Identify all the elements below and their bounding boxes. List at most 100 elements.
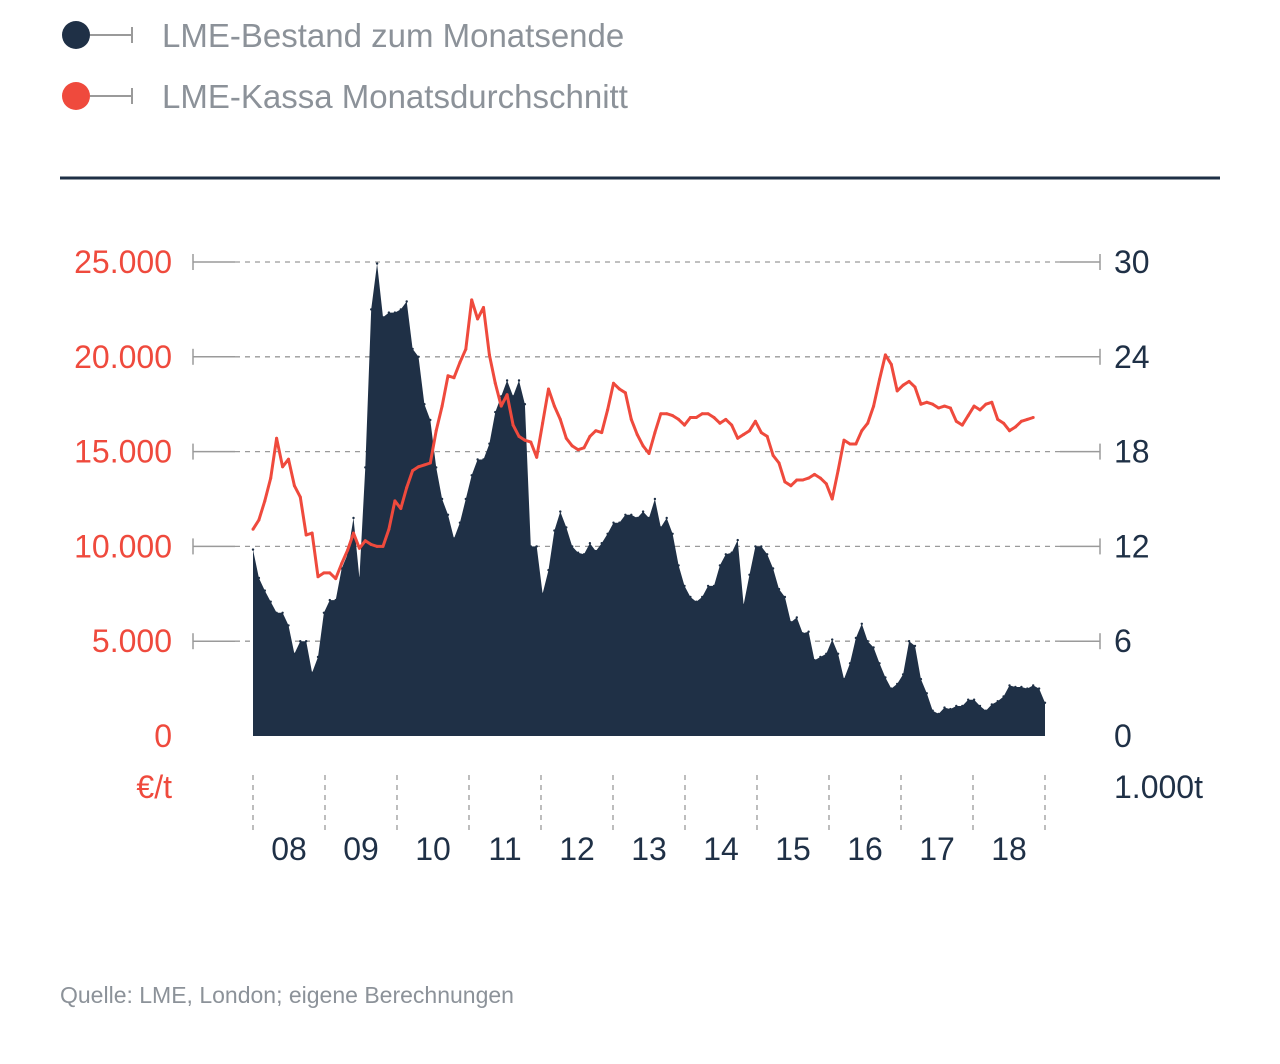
price-point	[677, 417, 681, 421]
stock-point	[919, 677, 923, 681]
stock-point	[582, 553, 586, 556]
price-point	[759, 431, 763, 435]
price-point	[653, 431, 657, 435]
x-tick-label: 16	[847, 831, 883, 867]
price-point	[552, 404, 556, 408]
price-point	[748, 429, 751, 433]
stock-point	[287, 624, 290, 627]
stock-point	[1043, 701, 1047, 704]
source-note: Quelle: LME, London; eigene Berechnungen	[60, 982, 514, 1008]
price-point	[393, 499, 397, 503]
price-point	[576, 448, 580, 452]
stock-point	[854, 636, 858, 640]
price-point	[287, 457, 290, 461]
price-point	[446, 374, 450, 378]
stock-point	[269, 600, 272, 603]
price-point	[848, 442, 852, 446]
stock-point	[446, 513, 450, 516]
price-point	[842, 438, 846, 442]
stock-point	[293, 652, 296, 655]
price-point	[907, 379, 911, 383]
stock-point	[683, 584, 686, 588]
stock-point	[978, 704, 982, 708]
price-point	[783, 480, 787, 484]
stock-point	[440, 497, 444, 501]
x-tick-label: 08	[271, 831, 307, 867]
stock-point	[967, 698, 970, 701]
price-point	[298, 495, 302, 499]
price-point	[340, 562, 344, 565]
stock-point	[464, 497, 467, 501]
price-point	[304, 533, 308, 537]
stock-point	[878, 662, 881, 665]
price-point	[452, 376, 456, 380]
price-point	[357, 546, 361, 550]
stock-point	[606, 532, 609, 535]
x-tick-label: 11	[488, 831, 521, 867]
stock-point	[866, 640, 869, 643]
stock-point	[594, 549, 597, 553]
price-point	[694, 416, 698, 419]
price-point	[310, 531, 314, 535]
stock-point	[429, 418, 432, 422]
price-point	[700, 412, 704, 416]
price-point	[807, 476, 811, 480]
price-point	[588, 434, 592, 438]
left-tick-label: 15.000	[74, 434, 172, 470]
stock-point	[417, 355, 420, 358]
price-point	[706, 412, 710, 416]
x-tick-label: 09	[343, 831, 379, 867]
price-point	[316, 575, 320, 579]
stock-point	[1008, 684, 1011, 687]
price-point	[476, 317, 480, 321]
stock-point	[677, 564, 680, 567]
price-point	[428, 461, 432, 465]
right-tick-label: 0	[1114, 718, 1132, 754]
price-point	[1002, 421, 1006, 425]
x-axis: 08 09 10 11 12 13 14 15 16 17 18	[252, 775, 1046, 867]
stock-point	[760, 545, 763, 548]
price-point	[558, 417, 562, 421]
price-point	[346, 548, 350, 552]
price-point	[352, 531, 355, 535]
stock-point	[842, 677, 846, 681]
price-point	[954, 419, 958, 423]
price-point	[724, 417, 728, 421]
x-tick-label: 17	[919, 831, 955, 867]
stock-point	[505, 379, 509, 382]
price-point	[517, 434, 521, 438]
price-point	[582, 446, 586, 450]
stock-point	[618, 521, 621, 524]
price-point	[1008, 429, 1011, 433]
stock-point	[541, 592, 544, 595]
right-tick-label: 30	[1114, 244, 1150, 280]
price-point	[753, 419, 757, 423]
price-point	[866, 421, 870, 425]
stock-point	[996, 700, 999, 703]
stock-point	[777, 587, 781, 591]
stock-point	[334, 598, 337, 602]
price-point	[612, 381, 615, 385]
stock-point	[695, 600, 698, 603]
stock-point	[624, 513, 627, 516]
stock-point	[535, 545, 538, 548]
price-point	[570, 444, 574, 448]
stock-point	[925, 692, 928, 695]
price-point	[635, 433, 639, 436]
stock-point	[653, 497, 657, 501]
stock-points	[251, 262, 1047, 716]
price-point	[1013, 425, 1017, 429]
price-point	[943, 404, 946, 408]
price-point	[931, 402, 935, 406]
stock-point	[630, 513, 633, 516]
stock-point	[647, 516, 651, 520]
price-point	[458, 361, 462, 364]
stock-point	[500, 395, 503, 398]
price-point	[505, 393, 509, 397]
price-point	[440, 404, 444, 408]
right-tick-label: 24	[1114, 339, 1150, 375]
stock-point	[1037, 687, 1041, 690]
stock-point	[364, 466, 367, 469]
stock-point	[275, 611, 278, 614]
